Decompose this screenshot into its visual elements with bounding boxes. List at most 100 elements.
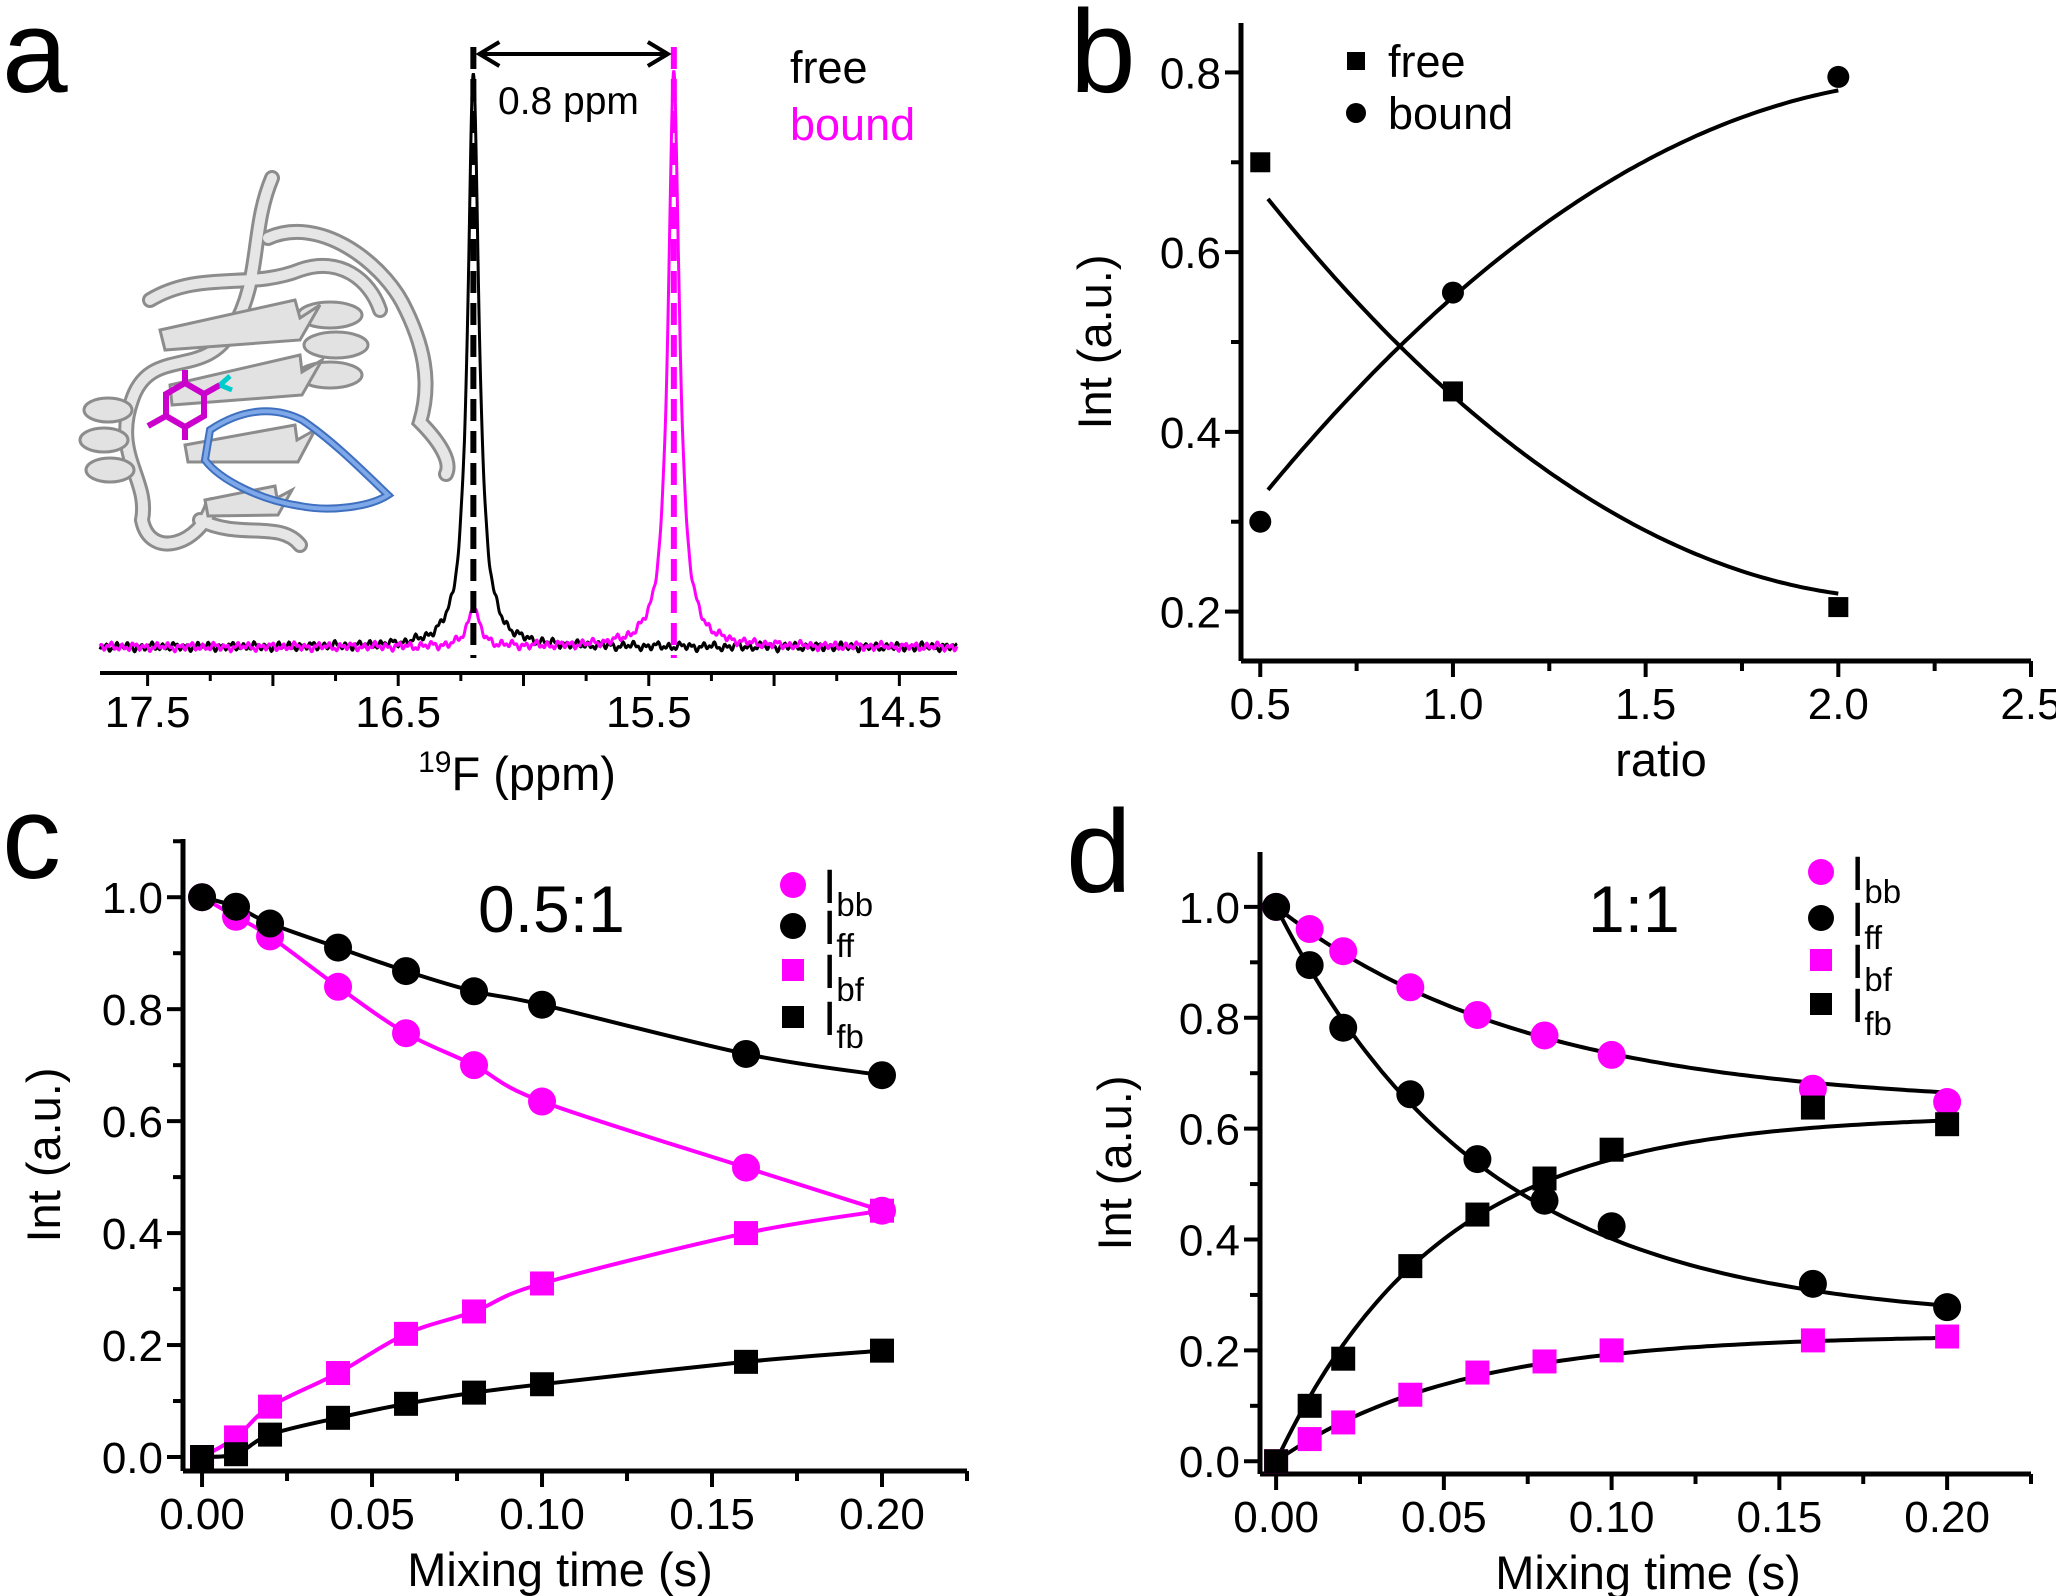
data-point-Ibf (1331, 1410, 1356, 1435)
legend-subscript: fb (836, 1018, 864, 1055)
ligand-ring (146, 370, 222, 440)
legend-symbol: I (1851, 848, 1864, 901)
legend-symbol: I (1851, 980, 1864, 1033)
x-axis-title-c: Mixing time (s) (407, 1543, 713, 1596)
data-point-Ibf (1599, 1338, 1624, 1363)
protein-ribbon (121, 173, 453, 550)
panel-d-title: 1:1 (1588, 872, 1680, 946)
isotope-superscript: 19 (418, 746, 451, 779)
fluorine-atoms (218, 374, 233, 393)
x-tick-label-a: 17.5 (105, 688, 191, 737)
data-point-Iff (1463, 1145, 1492, 1174)
x-tick-label-d: 0.15 (1737, 1493, 1823, 1542)
data-point-Ifb (1599, 1137, 1624, 1162)
y-tick-label-b: 0.6 (1160, 229, 1221, 278)
y-axis-title-c: Int (a.u.) (17, 1067, 70, 1242)
data-point-Iff (1530, 1186, 1559, 1215)
x-tick-label-b: 2.0 (1808, 680, 1869, 729)
data-point-Iff (868, 1061, 897, 1090)
y-tick-label-c: 1.0 (102, 874, 163, 923)
y-tick-label-b: 0.8 (1160, 49, 1221, 98)
y-tick-label-d: 0.2 (1179, 1327, 1240, 1376)
panel-letter-a: a (2, 0, 68, 118)
legend-subscript: fb (1864, 1005, 1892, 1042)
y-tick-label-b: 0.4 (1160, 409, 1221, 458)
data-point-Ifb (1532, 1166, 1557, 1191)
legend-marker-free (1347, 52, 1365, 70)
data-point-Iff (1329, 1013, 1358, 1042)
data-point-Ibb (1329, 937, 1358, 966)
data-point-Ibf (1465, 1360, 1490, 1385)
legend-label-Ibf: Ibf (823, 946, 865, 1008)
x-tick-label-c: 0.20 (839, 1490, 925, 1539)
x-tick-label-c: 0.00 (159, 1490, 245, 1539)
shift-annotation: 0.8 ppm (498, 80, 639, 123)
data-point-Ibb (1933, 1088, 1962, 1117)
data-point-Ifb (258, 1422, 283, 1447)
data-point-free (1250, 152, 1271, 173)
data-point-Ifb (1800, 1095, 1825, 1120)
data-point-Iff (1933, 1293, 1962, 1322)
data-point-Iff (188, 883, 217, 912)
curve-Ibf (200, 1208, 883, 1459)
legend-subscript: bf (1864, 961, 1892, 998)
data-point-Ibf (462, 1299, 487, 1324)
data-point-Ibb (460, 1051, 489, 1080)
x-tick-label-d: 0.20 (1904, 1493, 1990, 1542)
data-point-Iff (222, 892, 251, 921)
data-point-Ibb (1463, 1000, 1492, 1029)
panel-c-title: 0.5:1 (478, 872, 625, 946)
y-tick-label-d: 1.0 (1179, 884, 1240, 933)
panel-d-chart: 0.00 0.05 0.10 0.15 0.20 0.0 0.2 0.4 0.6 0.8 1.0 Mi… (1088, 848, 2033, 1596)
curve-Ibb (200, 895, 883, 1213)
data-point-bound (1827, 65, 1850, 88)
legend-symbol: I (1851, 894, 1864, 947)
data-point-Iff (324, 933, 353, 962)
data-point-Ifb (462, 1380, 487, 1405)
legend-marker-Ifb (1810, 993, 1832, 1015)
x-tick-label-c: 0.15 (669, 1490, 755, 1539)
data-point-Ibf (326, 1361, 351, 1386)
legend-marker-Ifb (782, 1006, 804, 1028)
spectrum-line-bound (98, 70, 959, 654)
legend-subscript: ff (1864, 919, 1883, 956)
x-axis-title-b: ratio (1615, 733, 1706, 786)
data-point-Iff (392, 957, 421, 986)
x-tick-label-a: 15.5 (606, 688, 692, 737)
spectrum-line-free (98, 72, 958, 654)
legend-label-Ibb: Ibb (1851, 848, 1901, 910)
data-point-Ibf (1532, 1349, 1557, 1374)
y-tick-label-c: 0.4 (102, 1210, 163, 1259)
panel-letter-c: c (2, 772, 61, 904)
legend-free-label: free (790, 42, 868, 93)
y-tick-label-b: 0.2 (1160, 589, 1221, 638)
data-point-Ifb (1264, 1449, 1289, 1474)
legend-marker-Ibf (782, 959, 804, 981)
data-point-Ifb (1465, 1202, 1490, 1227)
legend-symbol: I (1851, 936, 1864, 989)
data-point-Iff (1295, 951, 1324, 980)
x-tick-label-a: 14.5 (857, 688, 943, 737)
legend-label-bound: bound (1388, 88, 1513, 139)
legend-label-Ibf: Ibf (1851, 936, 1893, 998)
data-point-Iff (460, 977, 489, 1006)
panel-b-chart: 0.5 1.0 1.5 2.0 2.5 0.2 0.4 0.6 0.8 ratio Int (a.u… (1068, 23, 2056, 786)
x-tick-label-a: 16.5 (355, 688, 441, 737)
data-point-Iff (1798, 1269, 1827, 1298)
panel-letter-b: b (1070, 0, 1136, 118)
fit-line-free (1266, 197, 1839, 596)
legend-symbol: I (823, 902, 836, 955)
legend-marker-Ibf (1810, 949, 1832, 971)
legend-subscript: bb (1864, 873, 1901, 910)
arrowhead-right-icon (646, 40, 672, 68)
panel-a-spectrum: 17.5 16.5 15.5 14.5 (98, 40, 959, 737)
data-point-Ifb (1331, 1346, 1356, 1371)
data-point-free (1442, 381, 1463, 402)
protein-structure-image (78, 170, 456, 553)
y-tick-label-c: 0.6 (102, 1098, 163, 1147)
y-tick-label-c: 0.8 (102, 986, 163, 1035)
x-tick-label-b: 2.5 (2000, 680, 2056, 729)
data-point-Ibb (1295, 915, 1324, 944)
x-axis-title-text: F (ppm) (451, 747, 616, 800)
